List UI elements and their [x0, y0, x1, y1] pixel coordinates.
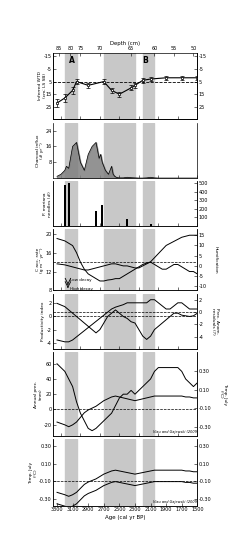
X-axis label: Depth (cm): Depth (cm): [110, 41, 140, 46]
Bar: [65, 294, 76, 349]
Bar: [142, 53, 154, 119]
Bar: [142, 181, 154, 226]
Bar: [126, 219, 128, 226]
Y-axis label: Inferred WTD
(cm; LS SB): Inferred WTD (cm; LS SB): [38, 71, 46, 101]
Text: B: B: [142, 56, 148, 65]
Bar: [103, 181, 135, 226]
Y-axis label: Prec. Anom.
residuals (?): Prec. Anom. residuals (?): [210, 308, 218, 335]
Text: Low decay: Low decay: [70, 278, 91, 282]
Bar: [103, 53, 135, 119]
Bar: [68, 183, 69, 226]
Bar: [65, 352, 76, 436]
Bar: [142, 294, 154, 349]
Bar: [65, 229, 76, 290]
Text: Viau and Gajewski (2009): Viau and Gajewski (2009): [152, 500, 197, 504]
Bar: [149, 224, 151, 226]
Bar: [103, 294, 135, 349]
Bar: [64, 185, 66, 226]
Y-axis label: C acc. rate
(g m⁻² yr⁻¹): C acc. rate (g m⁻² yr⁻¹): [35, 247, 44, 273]
Bar: [142, 352, 154, 436]
Text: Viau and Gajewski (2009): Viau and Gajewski (2009): [152, 430, 197, 434]
Bar: [103, 439, 135, 506]
Bar: [101, 205, 103, 226]
Bar: [142, 439, 154, 506]
X-axis label: Age (cal yr BP): Age (cal yr BP): [105, 515, 145, 520]
Bar: [142, 123, 154, 178]
Y-axis label: Charcoal influx
(# yr⁻¹): Charcoal influx (# yr⁻¹): [35, 134, 44, 166]
Bar: [142, 229, 154, 290]
Bar: [65, 181, 76, 226]
Text: High decay: High decay: [70, 287, 93, 291]
Text: A: A: [68, 56, 74, 65]
Y-axis label: Humification: Humification: [213, 246, 217, 274]
Bar: [65, 53, 76, 119]
Bar: [65, 123, 76, 178]
Y-axis label: Annual prec.
(mm): Annual prec. (mm): [34, 380, 42, 408]
Y-axis label: P. mariana
needles (#): P. mariana needles (#): [43, 191, 52, 217]
Y-axis label: Temp. July
(°C): Temp. July (°C): [29, 462, 38, 484]
Bar: [103, 229, 135, 290]
Y-axis label: Temp. July
(°C): Temp. July (°C): [217, 383, 226, 405]
Bar: [103, 123, 135, 178]
Y-axis label: Productivity index: Productivity index: [41, 301, 45, 341]
Bar: [103, 352, 135, 436]
Bar: [65, 439, 76, 506]
Bar: [95, 211, 97, 226]
